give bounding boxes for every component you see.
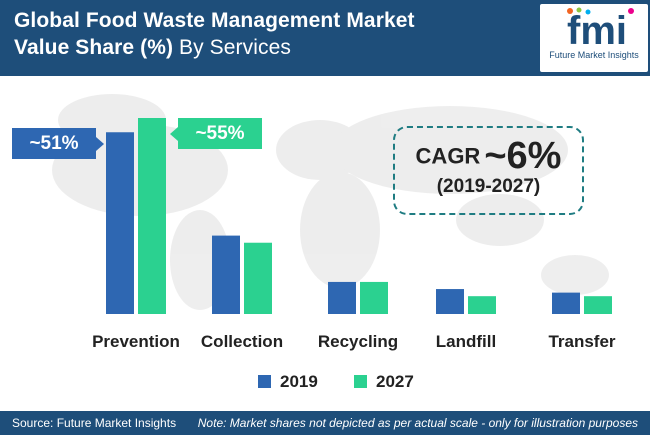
bar-transfer-2027 xyxy=(584,296,612,314)
bar-prevention-2027 xyxy=(138,118,166,314)
legend-item-2019: 2019 xyxy=(258,371,318,393)
x-label-recycling: Recycling xyxy=(318,332,398,351)
bar-collection-2027 xyxy=(244,242,272,314)
callout-2027-text: ~55% xyxy=(195,123,245,144)
cagr-line: CAGR ~6% xyxy=(395,135,582,178)
cagr-period: (2019-2027) xyxy=(436,176,541,197)
bar-recycling-2019 xyxy=(328,281,356,314)
legend-label-2019: 2019 xyxy=(280,372,318,391)
x-axis-labels: Prevention Collection Recycling Landfill Tra… xyxy=(92,332,616,351)
chart-title-line1: Global Food Waste Management Market xyxy=(14,9,415,32)
chart-title-bold: Value Share (%) xyxy=(14,36,174,59)
callout-pointer xyxy=(170,127,178,141)
chart-title-light: By Services xyxy=(173,36,291,59)
x-label-prevention: Prevention xyxy=(92,332,180,351)
bars-group xyxy=(106,118,612,314)
bar-landfill-2019 xyxy=(436,289,464,314)
x-label-transfer: Transfer xyxy=(548,332,615,351)
callout-pointer xyxy=(96,137,104,151)
legend-swatch-2027 xyxy=(354,375,367,388)
cagr-value: ~6% xyxy=(484,135,562,177)
fmi-logo: fmi Future Market Insights xyxy=(540,4,648,72)
legend: 2019 2027 xyxy=(0,371,650,393)
bar-transfer-2019 xyxy=(552,292,580,314)
prevention-2027-value-callout: ~55% xyxy=(170,118,262,149)
note-text: Note: Market shares not depicted as per … xyxy=(197,416,638,430)
bar-prevention-2019 xyxy=(106,132,134,314)
callout-2019-text: ~51% xyxy=(29,133,79,154)
bar-collection-2019 xyxy=(212,235,240,314)
bar-landfill-2027 xyxy=(468,296,496,314)
logo-letters: fmi xyxy=(567,9,627,50)
fmi-logo-icon: fmi xyxy=(567,7,634,50)
legend-swatch-2019 xyxy=(258,375,271,388)
chart-title-line2: Value Share (%) By Services xyxy=(14,36,291,60)
logo-tagline: Future Market Insights xyxy=(549,50,639,60)
prevention-2019-value-callout: ~51% xyxy=(12,128,104,159)
source-text: Source: Future Market Insights xyxy=(12,416,177,430)
bar-recycling-2027 xyxy=(360,281,388,314)
cagr-box: CAGR ~6% (2019-2027) xyxy=(393,126,584,215)
x-label-collection: Collection xyxy=(201,332,283,351)
footer-bar: Source: Future Market Insights Note: Mar… xyxy=(0,411,650,435)
legend-item-2027: 2027 xyxy=(354,371,414,393)
header-banner: Global Food Waste Management Market Valu… xyxy=(0,0,650,76)
cagr-label: CAGR xyxy=(415,143,481,169)
x-label-landfill: Landfill xyxy=(436,332,496,351)
legend-label-2027: 2027 xyxy=(376,372,414,391)
